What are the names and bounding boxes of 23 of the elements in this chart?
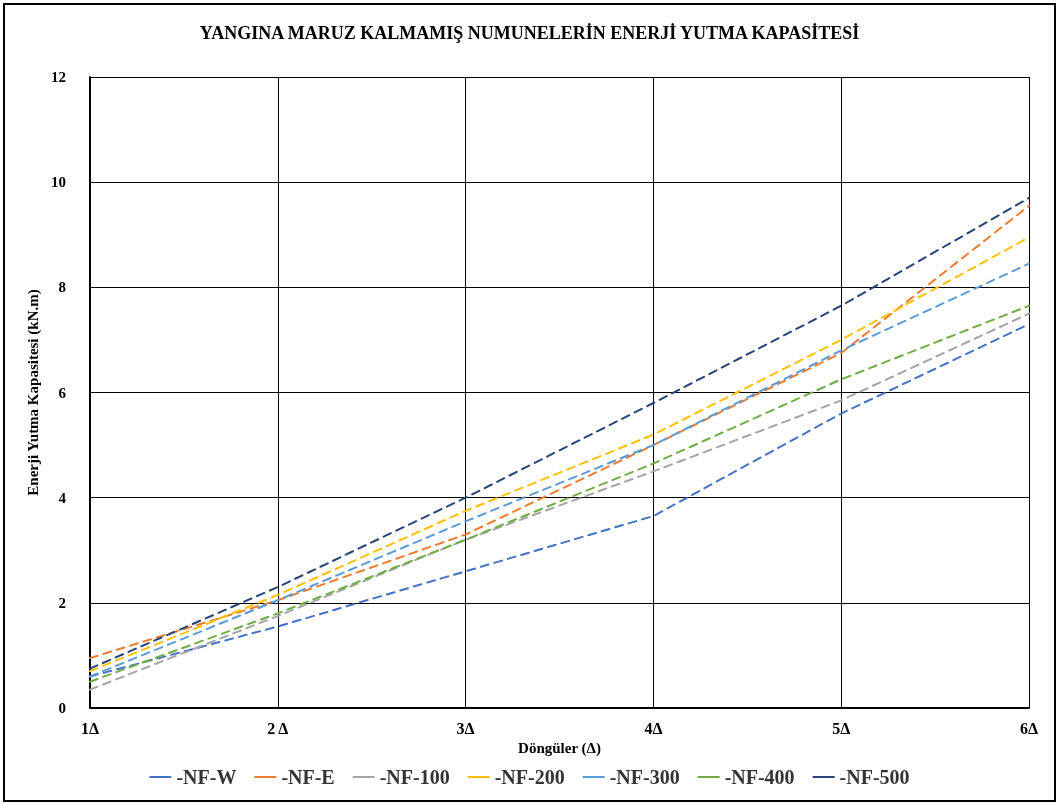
x-tick-label: 2 Δ bbox=[267, 719, 289, 737]
x-tick-label: 4Δ bbox=[644, 719, 663, 737]
legend-label: -NF-500 bbox=[839, 766, 910, 788]
chart-title: YANGINA MARUZ KALMAMIŞ NUMUNELERİN ENERJİ YUTMA KAPASİTESİ bbox=[199, 23, 860, 43]
y-tick-label: 6 bbox=[58, 384, 67, 401]
legend-label: -NF-300 bbox=[609, 766, 680, 788]
legend-label: -NF-100 bbox=[379, 766, 450, 788]
y-tick-label: 8 bbox=[58, 279, 66, 296]
y-tick-label: 10 bbox=[51, 174, 66, 191]
legend-label: -NF-400 bbox=[724, 766, 795, 788]
x-tick-label: 5Δ bbox=[832, 719, 851, 737]
x-tick-label: 6Δ bbox=[1019, 719, 1039, 737]
x-tick-label: 1Δ bbox=[80, 719, 100, 737]
legend-label: -NF-200 bbox=[494, 766, 565, 788]
y-tick-label: 2 bbox=[58, 594, 66, 611]
y-axis-title: Enerji Yutma Kapasitesi (kN.m) bbox=[24, 289, 42, 496]
y-tick-label: 0 bbox=[58, 700, 66, 716]
y-tick-label: 12 bbox=[51, 69, 66, 85]
legend-label: -NF-E bbox=[281, 766, 335, 788]
x-tick-label: 3Δ bbox=[456, 719, 475, 737]
y-tick-label: 4 bbox=[58, 489, 67, 506]
x-axis-title: Döngüler (Δ) bbox=[518, 740, 601, 758]
legend-label: -NF-W bbox=[176, 766, 237, 788]
